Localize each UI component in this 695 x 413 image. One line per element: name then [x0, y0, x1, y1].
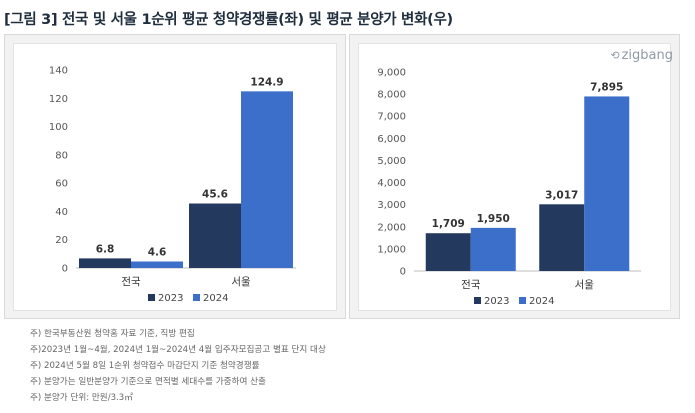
logo-text: zigbang: [621, 48, 673, 63]
data-label: 3,017: [545, 189, 578, 201]
footnote: 주) 2024년 5월 8일 1순위 청약접수 마감단지 기준 청약경쟁률: [30, 361, 260, 371]
bar-2024: [584, 96, 630, 272]
data-label: 1,709: [432, 218, 465, 230]
y-tick-label: 80: [55, 150, 68, 161]
y-tick-label: 4,000: [377, 178, 406, 189]
legend-swatch: [474, 297, 481, 304]
data-label: 7,895: [590, 81, 623, 93]
y-tick-label: 120: [49, 94, 68, 105]
legend-label: 2023: [158, 293, 183, 304]
y-tick-label: 8,000: [377, 90, 406, 101]
y-tick-label: 2,000: [377, 222, 406, 233]
y-tick-label: 3,000: [377, 200, 406, 211]
left-chart-area: 0 20 40 60 80 100 120 140 6.8 4.6 전국 45.6 124.9 서울 202…: [13, 43, 337, 311]
data-label: 45.6: [202, 189, 228, 201]
footnote: 주) 한국부동산원 청약홈 자료 기준, 직방 편집: [30, 329, 195, 339]
legend-swatch: [148, 294, 155, 301]
category-label: 서울: [231, 276, 251, 288]
right-bar-chart: 0 1,000 2,000 3,000 4,000 5,000 6,000 7,000 8,00…: [377, 68, 641, 307]
y-tick-label: 40: [55, 207, 68, 218]
zigbang-logo: ⟲ zigbang: [610, 48, 673, 63]
bar-2023: [425, 233, 471, 271]
footnote: 주) 분양가는 일반분양가 기준으로 면적별 세대수를 가중하여 산출: [30, 377, 266, 387]
y-tick-label: 140: [49, 66, 68, 77]
legend-label: 2024: [203, 293, 228, 304]
bar-2024: [470, 227, 516, 271]
bar-2024: [131, 261, 183, 268]
footnotes: 주) 한국부동산원 청약홈 자료 기준, 직방 편집 주)2023년 1월~4월…: [30, 326, 326, 406]
category-label: 전국: [121, 276, 141, 288]
y-tick-label: 0: [62, 264, 68, 275]
data-label: 6.8: [96, 243, 115, 255]
bar-2023: [189, 203, 241, 268]
bar-2023: [79, 258, 131, 268]
y-tick-label: 100: [49, 122, 68, 133]
right-chart-area: 0 1,000 2,000 3,000 4,000 5,000 6,000 7,000 8,00…: [358, 43, 671, 311]
data-label: 124.9: [250, 76, 283, 88]
legend-label: 2023: [484, 296, 509, 307]
data-label: 1,950: [477, 213, 510, 225]
footnote: 주) 분양가 단위: 만원/3.3㎡: [30, 393, 133, 403]
legend-swatch: [519, 297, 526, 304]
left-chart-panel: 0 20 40 60 80 100 120 140 6.8 4.6 전국 45.6 124.9 서울 202…: [4, 34, 346, 319]
legend-swatch: [193, 294, 200, 301]
y-tick-label: 9,000: [377, 68, 406, 79]
y-tick-label: 0: [400, 267, 406, 278]
y-tick-label: 6,000: [377, 134, 406, 145]
y-tick-label: 7,000: [377, 112, 406, 123]
category-label: 전국: [461, 279, 481, 291]
right-chart-panel: 0 1,000 2,000 3,000 4,000 5,000 6,000 7,000 8,00…: [349, 34, 680, 319]
y-tick-label: 60: [55, 179, 68, 190]
bar-2024: [241, 91, 293, 268]
y-tick-label: 5,000: [377, 156, 406, 167]
figure-title: [그림 3] 전국 및 서울 1순위 평균 청약경쟁률(좌) 및 평균 분양가 …: [4, 12, 453, 28]
legend-label: 2024: [529, 296, 554, 307]
zigbang-logo-icon: ⟲: [610, 49, 620, 62]
category-label: 서울: [575, 279, 595, 291]
data-label: 4.6: [148, 246, 167, 258]
bar-2023: [539, 204, 585, 271]
y-tick-label: 1,000: [377, 244, 406, 255]
footnote: 주)2023년 1월~4월, 2024년 1월~2024년 4월 입주자모집공고…: [30, 345, 326, 355]
y-tick-label: 20: [55, 235, 68, 246]
